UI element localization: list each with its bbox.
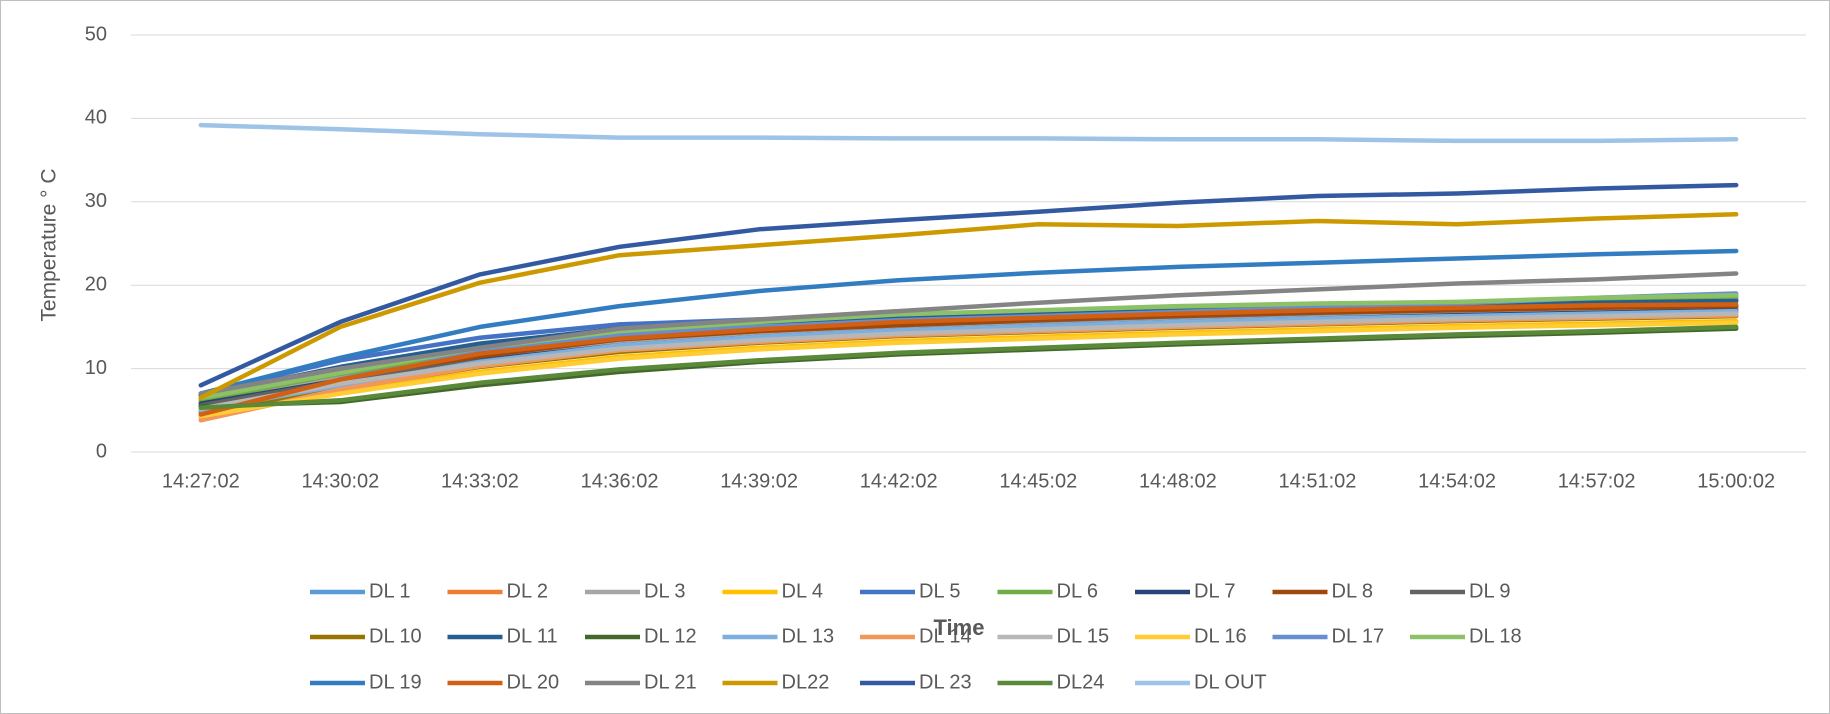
y-tick-label: 20 [85,273,107,295]
legend-label: DL24 [1057,671,1105,693]
legend-label: DL 12 [644,625,697,647]
legend-label: DL 3 [644,580,686,602]
series-line [198,122,1739,144]
y-tick-label: 30 [85,190,107,212]
x-tick-label: 14:27:02 [162,470,240,492]
legend-label: DL 14 [919,625,972,647]
legend-label: DL 23 [919,671,972,693]
legend-label: DL 6 [1057,580,1099,602]
legend-label: DL 18 [1469,625,1522,647]
y-tick-label: 0 [96,440,107,462]
x-tick-label: 14:45:02 [999,470,1077,492]
x-tick-label: 15:00:02 [1697,470,1775,492]
series-line [198,320,1739,419]
x-tick-label: 14:36:02 [581,470,659,492]
y-tick-label: 40 [85,107,107,129]
series-line [198,324,1739,411]
x-tick-label: 14:33:02 [441,470,519,492]
y-tick-label: 50 [85,23,107,45]
x-tick-label: 14:39:02 [720,470,798,492]
legend-label: DL 10 [369,625,422,647]
series-line [198,248,1739,396]
legend-label: DL 13 [782,625,835,647]
legend-label: DL 11 [507,625,558,647]
x-axis-title: Time [934,615,985,640]
series-line [198,212,1739,401]
x-tick-label: 14:30:02 [301,470,379,492]
legend-label: DL 7 [1194,580,1236,602]
legend-label: DL 17 [1332,625,1385,647]
legend-label: DL 19 [369,671,422,693]
legend-label: DL 4 [782,580,824,602]
legend-label: DL OUT [1194,671,1267,693]
y-axis-title: Temperature ° C [38,168,61,321]
legend-label: DL 15 [1057,625,1110,647]
series-line [198,311,1739,411]
x-tick-label: 14:51:02 [1279,470,1357,492]
y-tick-label: 10 [85,357,107,379]
legend-label: DL 9 [1469,580,1511,602]
series-line [198,302,1739,417]
x-tick-label: 14:54:02 [1418,470,1496,492]
legend-label: DL 16 [1194,625,1247,647]
legend-label: DL 1 [369,580,411,602]
legend-label: DL22 [782,671,830,693]
legend-label: DL 2 [507,580,549,602]
series-line [198,182,1739,388]
x-tick-label: 14:48:02 [1139,470,1217,492]
series-line [198,271,1739,396]
legend-label: DL 20 [507,671,560,693]
x-tick-label: 14:57:02 [1558,470,1636,492]
legend-label: DL 21 [644,671,697,693]
legend-label: DL 8 [1332,580,1374,602]
x-tick-label: 14:42:02 [860,470,938,492]
series-line [198,303,1739,409]
legend-label: DL 5 [919,580,961,602]
